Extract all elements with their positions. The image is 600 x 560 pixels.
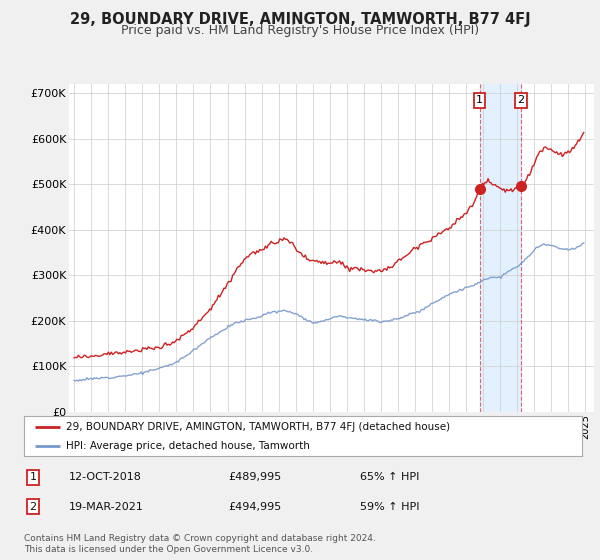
Text: 19-MAR-2021: 19-MAR-2021 [69, 502, 144, 512]
Text: 59% ↑ HPI: 59% ↑ HPI [360, 502, 419, 512]
Text: 12-OCT-2018: 12-OCT-2018 [69, 472, 142, 482]
Text: This data is licensed under the Open Government Licence v3.0.: This data is licensed under the Open Gov… [24, 545, 313, 554]
Text: 29, BOUNDARY DRIVE, AMINGTON, TAMWORTH, B77 4FJ (detached house): 29, BOUNDARY DRIVE, AMINGTON, TAMWORTH, … [66, 422, 450, 432]
Text: 29, BOUNDARY DRIVE, AMINGTON, TAMWORTH, B77 4FJ: 29, BOUNDARY DRIVE, AMINGTON, TAMWORTH, … [70, 12, 530, 27]
Text: HPI: Average price, detached house, Tamworth: HPI: Average price, detached house, Tamw… [66, 441, 310, 451]
Text: £494,995: £494,995 [228, 502, 281, 512]
Text: £489,995: £489,995 [228, 472, 281, 482]
Text: Contains HM Land Registry data © Crown copyright and database right 2024.: Contains HM Land Registry data © Crown c… [24, 534, 376, 543]
Text: 1: 1 [29, 472, 37, 482]
Text: 2: 2 [517, 95, 524, 105]
Text: 1: 1 [476, 95, 483, 105]
Bar [479, 84, 521, 412]
Text: Price paid vs. HM Land Registry's House Price Index (HPI): Price paid vs. HM Land Registry's House … [121, 24, 479, 36]
Text: 65% ↑ HPI: 65% ↑ HPI [360, 472, 419, 482]
Text: 2: 2 [29, 502, 37, 512]
